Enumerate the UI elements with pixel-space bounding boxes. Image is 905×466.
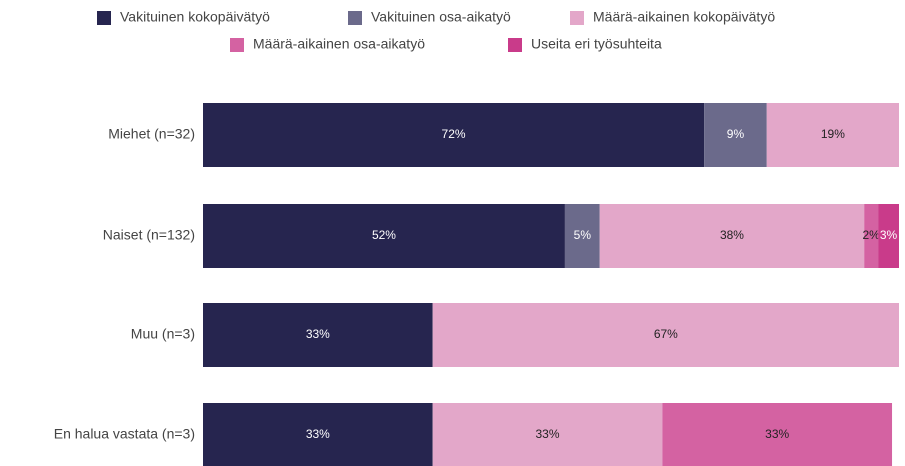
- value-label: 2%: [862, 228, 880, 242]
- bar-segment: [662, 403, 893, 466]
- bar-segment: [432, 403, 663, 466]
- value-label: 33%: [306, 327, 330, 341]
- value-label: 72%: [442, 127, 466, 141]
- value-label: 33%: [306, 427, 330, 441]
- legend-swatch: [508, 38, 522, 52]
- value-label: 5%: [574, 228, 592, 242]
- legend-swatch: [97, 11, 111, 25]
- bar-segment: [203, 103, 705, 167]
- legend-label: Vakituinen kokopäivätyö: [120, 9, 270, 25]
- category-label: Naiset (n=132): [103, 227, 195, 243]
- value-label: 52%: [372, 228, 396, 242]
- value-label: 33%: [765, 427, 789, 441]
- bar-segment: [878, 204, 899, 268]
- legend-swatch: [570, 11, 584, 25]
- value-label: 9%: [727, 127, 745, 141]
- legend-label: Useita eri työsuhteita: [531, 36, 662, 52]
- bar-segment: [432, 303, 899, 367]
- category-label: Miehet (n=32): [108, 126, 195, 142]
- value-label: 19%: [821, 127, 845, 141]
- bar-segment: [864, 204, 879, 268]
- value-label: 67%: [654, 327, 678, 341]
- bar-segment: [564, 204, 600, 268]
- legend-swatch: [348, 11, 362, 25]
- bar-segment: [766, 103, 899, 167]
- bar-segment: [203, 303, 433, 367]
- legend-label: Määrä-aikainen kokopäivätyö: [593, 9, 775, 25]
- bar-segment: [203, 204, 565, 268]
- legend-label: Määrä-aikainen osa-aikatyö: [253, 36, 425, 52]
- bar-segment: [599, 204, 865, 268]
- bar-segment: [704, 103, 767, 167]
- legend-label: Vakituinen osa-aikatyö: [371, 9, 511, 25]
- legend-swatch: [230, 38, 244, 52]
- value-label: 3%: [880, 228, 898, 242]
- bar-segment: [203, 403, 433, 466]
- category-label: Muu (n=3): [131, 326, 195, 342]
- category-label: En halua vastata (n=3): [54, 426, 195, 442]
- value-label: 33%: [536, 427, 560, 441]
- value-label: 38%: [720, 228, 744, 242]
